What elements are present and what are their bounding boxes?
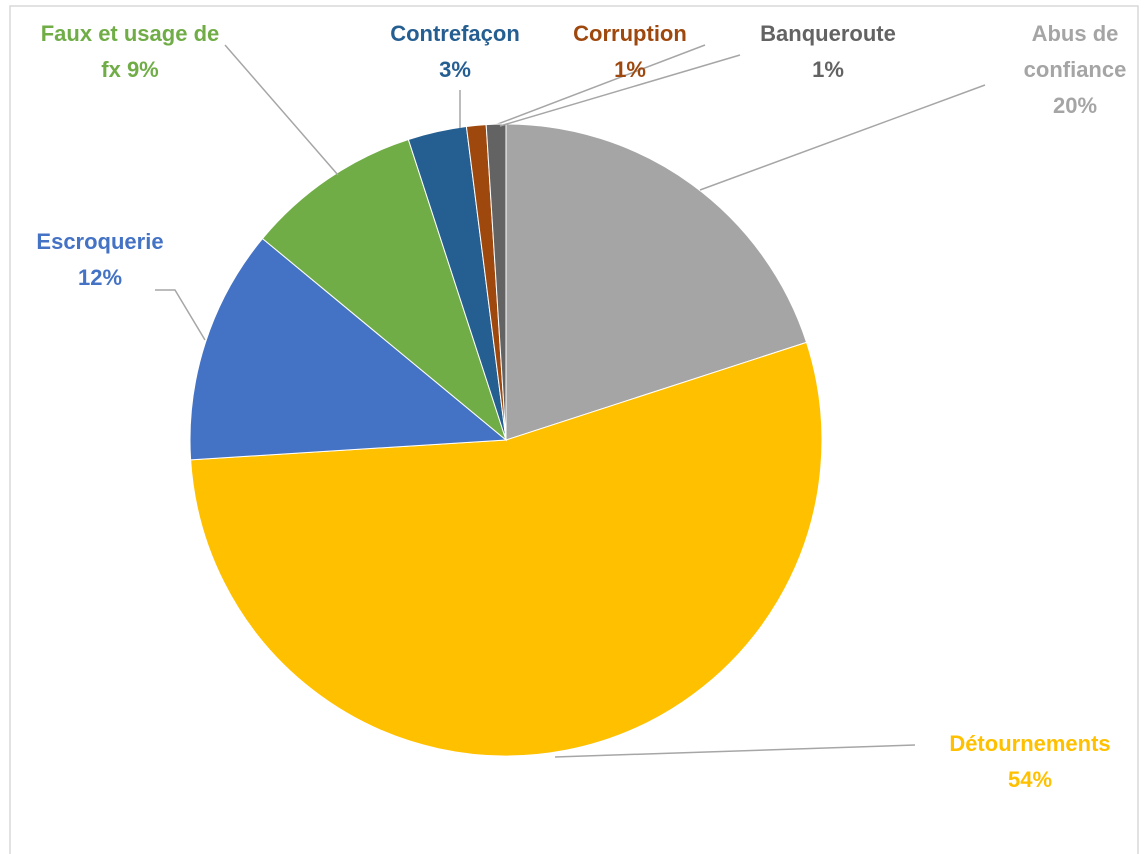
slice-label: Détournements 54% <box>910 726 1144 798</box>
leader-line <box>489 44 706 128</box>
slice-label: Corruption 1% <box>550 16 710 88</box>
value-label: 3% <box>439 57 471 82</box>
leader-line <box>499 54 741 127</box>
value-label: 12% <box>77 265 123 290</box>
leader-line <box>224 44 339 176</box>
leader-line <box>155 289 206 341</box>
pie-slice <box>189 237 508 461</box>
leader-line <box>554 744 916 758</box>
category-label: Faux et usage de fx <box>40 21 220 82</box>
category-label: Banqueroute <box>760 21 896 46</box>
category-label: Corruption <box>573 21 687 46</box>
pie-slice <box>505 123 808 441</box>
pie-slice <box>190 341 823 757</box>
value-label: 54% <box>1007 767 1053 792</box>
pie-slice <box>261 138 508 442</box>
slice-label: Contrefaçon 3% <box>370 16 540 88</box>
category-label: Abus de confiance <box>1023 21 1127 82</box>
value-label: 20% <box>1052 93 1098 118</box>
value-label: 1% <box>812 57 844 82</box>
slice-label: Abus de confiance 20% <box>1005 16 1144 124</box>
leader-line <box>699 84 986 191</box>
slice-label: Banqueroute 1% <box>733 16 923 88</box>
chart-border <box>9 5 1139 854</box>
category-label: Escroquerie <box>36 229 164 254</box>
slice-label: Escroquerie 12% <box>0 224 200 296</box>
value-label: 9% <box>126 57 159 82</box>
category-label: Contrefaçon <box>390 21 520 46</box>
category-label: Détournements <box>949 731 1111 756</box>
value-label: 1% <box>614 57 646 82</box>
slice-label: Faux et usage de fx 9% <box>35 16 225 88</box>
